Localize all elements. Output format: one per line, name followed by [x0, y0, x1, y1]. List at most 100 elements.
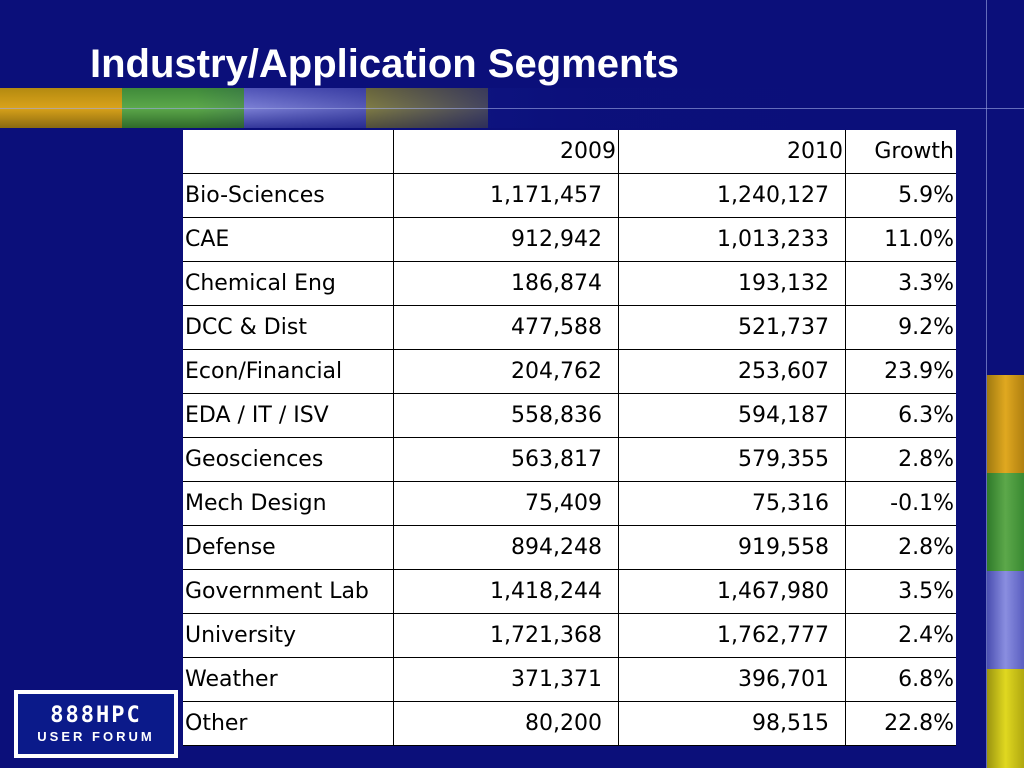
table-row: Government Lab 1,418,244 1,467,980 3.5%	[183, 569, 956, 614]
row-label: EDA / IT / ISV	[185, 403, 329, 428]
hpc-user-forum-logo: 888HPC USER FORUM	[14, 690, 178, 758]
side-strip-green	[987, 473, 1024, 571]
row-2009-cell: 1,418,244	[393, 569, 619, 614]
row-growth-cell: -0.1%	[845, 481, 956, 526]
row-growth-cell: 22.8%	[845, 701, 956, 746]
row-label: Government Lab	[185, 579, 369, 604]
row-2010: 396,701	[738, 667, 829, 692]
row-2010-cell: 1,762,777	[618, 613, 846, 658]
row-2009: 1,171,457	[490, 183, 602, 208]
logo-line1: 888HPC	[50, 703, 142, 728]
row-2009-cell: 1,721,368	[393, 613, 619, 658]
row-growth: 5.9%	[898, 183, 954, 208]
row-label: Other	[185, 711, 248, 736]
table-row: Defense 894,248 919,558 2.8%	[183, 525, 956, 570]
side-strip-yellow	[987, 669, 1024, 768]
row-2009: 558,836	[511, 403, 602, 428]
row-2009-cell: 894,248	[393, 525, 619, 570]
row-growth-cell: 6.8%	[845, 657, 956, 702]
row-2010-cell: 396,701	[618, 657, 846, 702]
row-2009-cell: 371,371	[393, 657, 619, 702]
row-2010-cell: 594,187	[618, 393, 846, 438]
table-row: University 1,721,368 1,762,777 2.4%	[183, 613, 956, 658]
row-2009-cell: 912,942	[393, 217, 619, 262]
row-2009-cell: 75,409	[393, 481, 619, 526]
row-2010-cell: 253,607	[618, 349, 846, 394]
side-strip-gold	[987, 375, 1024, 473]
row-growth-cell: 23.9%	[845, 349, 956, 394]
row-growth-cell: 9.2%	[845, 305, 956, 350]
row-2010: 594,187	[738, 403, 829, 428]
row-2010: 1,762,777	[717, 623, 829, 648]
row-label: Bio-Sciences	[185, 183, 325, 208]
row-label-cell: Defense	[183, 525, 394, 570]
row-growth-cell: 2.8%	[845, 525, 956, 570]
row-2010: 193,132	[738, 271, 829, 296]
row-label: Chemical Eng	[185, 271, 336, 296]
row-label: Weather	[185, 667, 278, 692]
row-label: Mech Design	[185, 491, 327, 516]
row-2010-cell: 579,355	[618, 437, 846, 482]
row-2009-cell: 558,836	[393, 393, 619, 438]
row-label: University	[185, 623, 296, 648]
row-2010-cell: 98,515	[618, 701, 846, 746]
row-2010: 253,607	[738, 359, 829, 384]
row-label-cell: Bio-Sciences	[183, 173, 394, 218]
row-2010: 579,355	[738, 447, 829, 472]
row-2010: 75,316	[752, 491, 829, 516]
row-2010: 98,515	[752, 711, 829, 736]
row-label-cell: CAE	[183, 217, 394, 262]
row-2009-cell: 563,817	[393, 437, 619, 482]
row-growth-cell: 3.3%	[845, 261, 956, 306]
row-label-cell: Mech Design	[183, 481, 394, 526]
row-2009: 894,248	[511, 535, 602, 560]
row-label-cell: University	[183, 613, 394, 658]
table-row: DCC & Dist 477,588 521,737 9.2%	[183, 305, 956, 350]
segments-table: 2009 2010 Growth Bio-Sciences 1,171,457 1,…	[183, 130, 956, 746]
header-2009: 2009	[393, 130, 619, 174]
row-2010: 1,013,233	[717, 227, 829, 252]
row-growth: -0.1%	[890, 491, 954, 516]
row-2010-cell: 919,558	[618, 525, 846, 570]
header-label	[183, 130, 394, 174]
table-row: Mech Design 75,409 75,316 -0.1%	[183, 481, 956, 526]
row-2009: 1,418,244	[490, 579, 602, 604]
row-growth: 9.2%	[898, 315, 954, 340]
table-row: Weather 371,371 396,701 6.8%	[183, 657, 956, 702]
row-growth: 2.8%	[898, 535, 954, 560]
table-row: Other 80,200 98,515 22.8%	[183, 701, 956, 746]
row-2009: 371,371	[511, 667, 602, 692]
row-growth: 11.0%	[884, 227, 954, 252]
row-label: Geosciences	[185, 447, 324, 472]
row-label: CAE	[185, 227, 230, 252]
row-2009-cell: 1,171,457	[393, 173, 619, 218]
table-row: Bio-Sciences 1,171,457 1,240,127 5.9%	[183, 173, 956, 218]
row-growth-cell: 6.3%	[845, 393, 956, 438]
row-2009: 80,200	[525, 711, 602, 736]
table-row: CAE 912,942 1,013,233 11.0%	[183, 217, 956, 262]
row-label-cell: Government Lab	[183, 569, 394, 614]
row-2009: 75,409	[525, 491, 602, 516]
vertical-rule	[986, 0, 987, 768]
header-2010: 2010	[618, 130, 846, 174]
table-header-row: 2009 2010 Growth	[183, 130, 956, 174]
row-growth-cell: 2.8%	[845, 437, 956, 482]
row-label-cell: Geosciences	[183, 437, 394, 482]
logo-panel: 888HPC USER FORUM	[18, 694, 174, 754]
side-strip-lavender	[987, 571, 1024, 669]
slide-title: Industry/Application Segments	[90, 42, 679, 86]
row-label: Econ/Financial	[185, 359, 343, 384]
row-2010-cell: 75,316	[618, 481, 846, 526]
row-2009: 186,874	[511, 271, 602, 296]
row-2009: 1,721,368	[490, 623, 602, 648]
row-2009: 912,942	[511, 227, 602, 252]
row-2010: 521,737	[738, 315, 829, 340]
row-growth: 22.8%	[884, 711, 954, 736]
table-row: Chemical Eng 186,874 193,132 3.3%	[183, 261, 956, 306]
row-2009-cell: 186,874	[393, 261, 619, 306]
row-growth-cell: 2.4%	[845, 613, 956, 658]
row-label-cell: Econ/Financial	[183, 349, 394, 394]
row-growth: 6.8%	[898, 667, 954, 692]
row-growth: 6.3%	[898, 403, 954, 428]
row-label: DCC & Dist	[185, 315, 307, 340]
